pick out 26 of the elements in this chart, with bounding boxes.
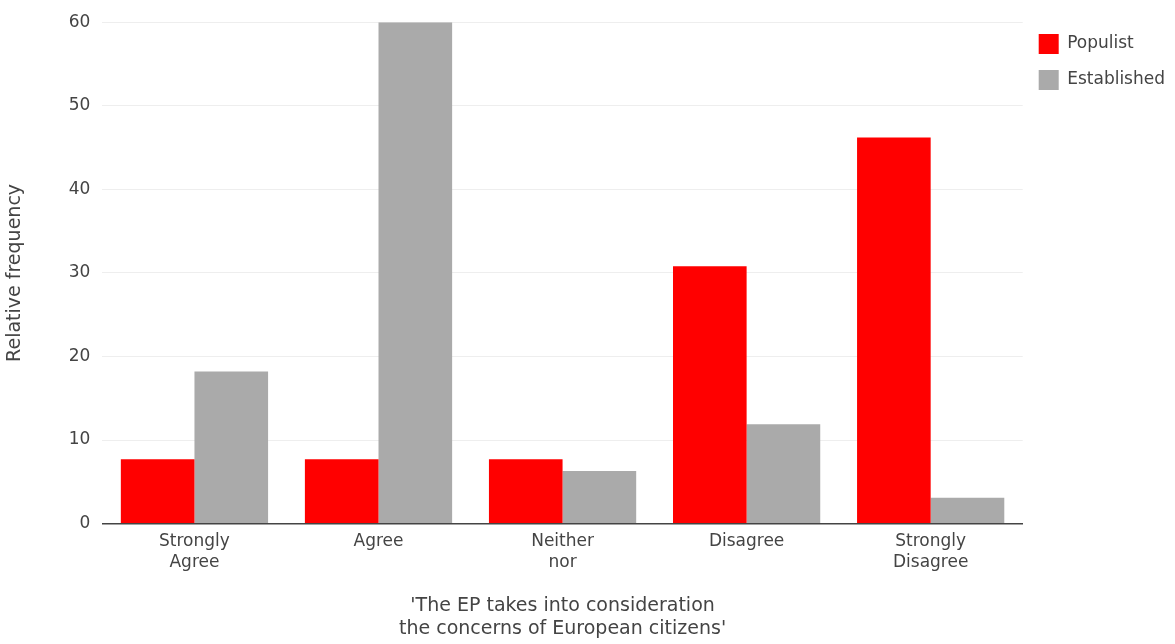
y-tick-label: 40 [68, 177, 91, 198]
y-tick-label: 50 [68, 94, 91, 115]
y-tick-label: 20 [68, 344, 91, 365]
bar [378, 22, 453, 524]
bar [194, 371, 269, 524]
bar [304, 459, 379, 524]
legend-label: Populist [1067, 32, 1135, 53]
x-tick-label: Neither nor [531, 530, 594, 571]
y-tick-label: 30 [68, 261, 91, 282]
bar [930, 497, 1005, 524]
bar [562, 470, 637, 524]
legend-label: Established [1067, 68, 1166, 89]
y-tick-label: 10 [68, 428, 91, 449]
x-tick-label: Disagree [708, 530, 785, 551]
y-tick-label: 0 [79, 512, 91, 533]
bar [120, 459, 195, 524]
bar [746, 424, 821, 524]
x-axis-title: 'The EP takes into consideration the concerns of European citizens' [399, 592, 727, 638]
y-axis-title: Relative frequency [2, 183, 25, 362]
bar [857, 137, 931, 524]
bar [488, 459, 563, 524]
x-tick-label: Strongly Agree [159, 530, 230, 571]
x-tick-label: Agree [353, 530, 404, 551]
y-tick-label: 60 [68, 10, 91, 31]
bar [673, 266, 747, 524]
x-tick-label: Strongly Disagree [892, 530, 969, 571]
